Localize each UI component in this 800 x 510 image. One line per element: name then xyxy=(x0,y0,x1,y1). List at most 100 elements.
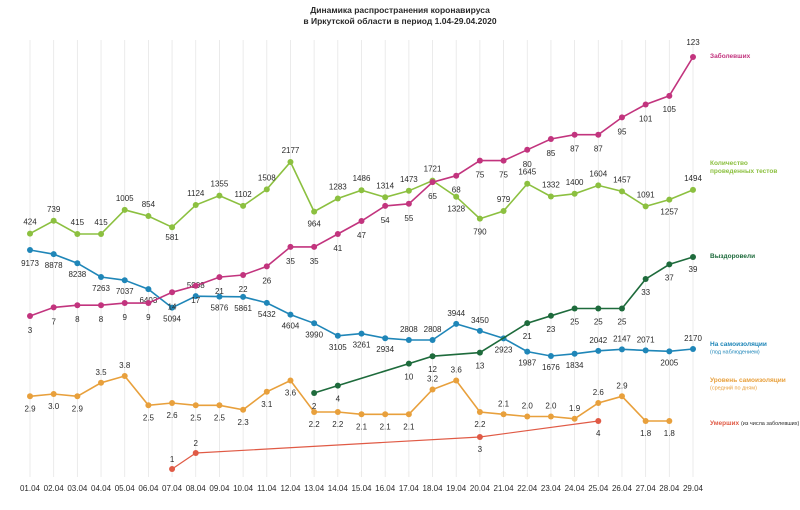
legend-label-recovered: Выздоровели xyxy=(710,253,755,260)
data-label-level: 2.1 xyxy=(380,422,392,431)
data-label-recovered: 25 xyxy=(618,317,627,326)
data-label-level: 2.2 xyxy=(309,420,321,429)
data-label-recovered: 13 xyxy=(475,362,484,371)
series-line-deaths xyxy=(171,420,599,470)
data-label-isolation: 2147 xyxy=(613,334,631,343)
data-point-cases xyxy=(98,302,105,309)
data-label-isolation: 5094 xyxy=(163,315,181,324)
x-tick-label: 28.04 xyxy=(659,484,680,493)
legend-label-cases: Заболевших xyxy=(710,52,751,60)
data-label-isolation: 7037 xyxy=(116,287,134,296)
data-point-cases xyxy=(595,131,602,138)
data-point-cases xyxy=(240,271,247,278)
data-point-tests xyxy=(382,194,389,201)
data-label-tests: 1332 xyxy=(542,181,560,190)
x-tick-label: 24.04 xyxy=(565,484,586,493)
data-point-tests xyxy=(618,188,625,195)
data-label-recovered: 2 xyxy=(312,402,317,411)
data-label-level: 2.2 xyxy=(474,420,486,429)
data-point-cases xyxy=(429,179,436,186)
data-label-level: 2.5 xyxy=(214,413,226,422)
data-point-level xyxy=(595,400,602,406)
data-point-recovered xyxy=(690,254,696,260)
data-label-recovered: 23 xyxy=(546,325,555,334)
data-label-isolation: 5876 xyxy=(211,304,229,313)
x-tick-label: 07.04 xyxy=(162,484,183,493)
data-point-tests xyxy=(263,186,270,193)
data-label-tests: 1604 xyxy=(589,169,607,178)
data-point-isolation xyxy=(311,320,318,327)
x-tick-label: 17.04 xyxy=(399,484,420,493)
data-label-isolation: 3450 xyxy=(471,316,489,325)
data-label-cases: 75 xyxy=(499,171,508,180)
data-label-level: 3.8 xyxy=(119,361,131,370)
data-point-tests xyxy=(27,230,33,237)
data-label-cases: 101 xyxy=(639,114,653,123)
data-label-recovered: 25 xyxy=(570,317,579,326)
data-label-level: 2.5 xyxy=(143,413,155,422)
data-point-isolation xyxy=(169,304,176,311)
data-point-level xyxy=(263,388,270,395)
data-label-cases: 75 xyxy=(475,171,484,180)
data-point-level xyxy=(547,413,554,420)
data-point-level xyxy=(476,409,483,415)
data-point-cases xyxy=(476,157,483,164)
data-point-isolation xyxy=(121,277,128,284)
data-label-tests: 1283 xyxy=(329,183,347,192)
data-point-deaths xyxy=(169,466,176,472)
x-tick-label: 05.04 xyxy=(115,484,136,493)
data-point-level xyxy=(571,415,578,422)
data-label-recovered: 33 xyxy=(641,288,650,297)
data-label-cases: 9 xyxy=(122,313,127,322)
legend-label-tests-cont: проведенных тестов xyxy=(710,168,777,175)
data-point-isolation xyxy=(666,348,673,355)
data-point-isolation xyxy=(429,336,436,343)
data-point-level xyxy=(405,411,412,418)
legend-label-isolation: На самоизоляции xyxy=(710,341,767,348)
data-point-cases xyxy=(666,92,673,99)
data-label-tests: 1102 xyxy=(235,190,253,199)
data-label-level: 2.3 xyxy=(238,418,250,427)
data-point-level xyxy=(240,406,247,413)
series-recovered: 2 4 10 12 13 21 23 25 25 25 33 37 39 xyxy=(311,254,698,411)
data-label-recovered: 10 xyxy=(404,373,413,382)
data-label-deaths: 1 xyxy=(170,455,175,464)
data-point-level xyxy=(98,379,105,386)
data-label-isolation: 2042 xyxy=(589,336,607,345)
data-point-isolation xyxy=(453,320,460,327)
data-point-isolation xyxy=(382,335,389,342)
data-point-tests xyxy=(74,231,81,237)
data-label-isolation: 1834 xyxy=(566,361,584,370)
x-tick-label: 01.04 xyxy=(20,484,41,493)
data-label-tests: 1091 xyxy=(637,190,655,199)
data-label-isolation: 3944 xyxy=(447,309,465,318)
data-label-level: 2.2 xyxy=(332,420,344,429)
data-label-cases: 17 xyxy=(191,296,200,305)
data-point-cases xyxy=(382,202,389,209)
data-label-level: 1.9 xyxy=(569,404,581,413)
data-point-isolation xyxy=(524,348,531,355)
data-point-level xyxy=(453,377,460,384)
data-point-isolation xyxy=(571,350,578,357)
data-point-isolation xyxy=(74,260,81,267)
data-label-deaths: 2 xyxy=(194,439,199,448)
x-tick-label: 21.04 xyxy=(494,484,515,493)
data-label-tests: 854 xyxy=(142,200,156,209)
legend-sublabel-level: (средний по дням) xyxy=(710,385,757,392)
data-point-isolation xyxy=(405,336,412,343)
x-tick-label: 02.04 xyxy=(44,484,65,493)
x-tick-label: 10.04 xyxy=(233,484,254,493)
data-label-isolation: 5861 xyxy=(234,304,252,313)
data-point-tests xyxy=(571,190,578,197)
data-point-isolation xyxy=(476,327,483,334)
data-point-level xyxy=(642,418,649,424)
data-label-cases: 87 xyxy=(594,145,603,154)
data-label-isolation: 2808 xyxy=(400,325,418,334)
series-line-level xyxy=(29,375,670,422)
data-point-level xyxy=(145,402,152,409)
data-point-isolation xyxy=(595,347,602,354)
data-point-level xyxy=(74,393,81,400)
data-label-tests: 1257 xyxy=(660,208,678,217)
